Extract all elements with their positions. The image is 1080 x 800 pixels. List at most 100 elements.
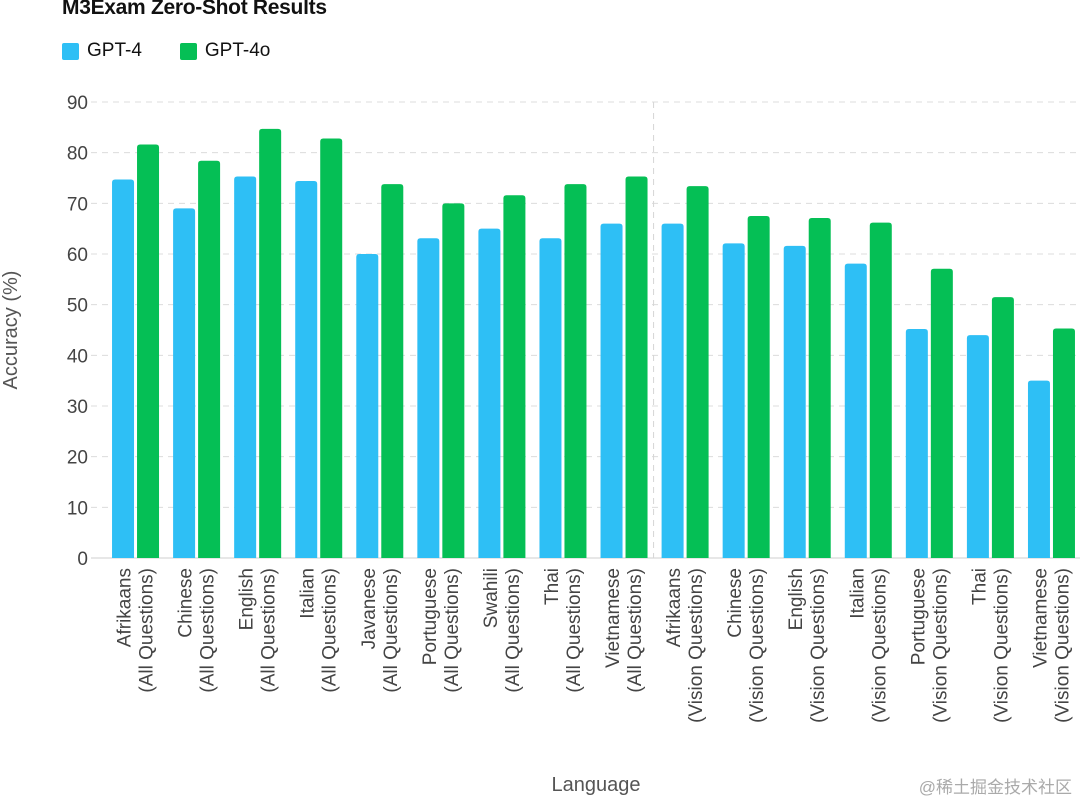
y-tick-label: 10 (67, 498, 88, 519)
x-tick-label: English(All Questions) (237, 568, 280, 693)
legend-swatch-gpt4 (62, 42, 79, 60)
x-tick-label: Thai(All Questions) (542, 568, 585, 693)
x-tick-label: Vietnamese(All Questions) (603, 568, 646, 693)
bar-gpt4 (966, 335, 989, 558)
x-tick-label-line1: English (786, 568, 807, 630)
bar-gpt4o (198, 160, 221, 559)
x-tick-label-line1: English (237, 568, 258, 630)
x-tick-label-line2: (Vision Questions) (930, 568, 951, 723)
bar-gpt4o (259, 128, 282, 558)
y-axis-title: Accuracy (%) (0, 271, 22, 390)
bar-gpt4 (478, 228, 501, 558)
legend-label-gpt4: GPT-4 (87, 40, 142, 61)
chart-title: M3Exam Zero-Shot Results (62, 0, 327, 19)
x-tick-label-line2: (All Questions) (198, 568, 219, 693)
x-tick-label-line2: (All Questions) (564, 568, 585, 693)
x-tick-label: Afrikaans(Vision Questions) (664, 568, 707, 723)
x-tick-label-line2: (Vision Questions) (808, 568, 829, 723)
x-tick-label-line1: Chinese (725, 568, 746, 638)
legend-item-gpt4: GPT-4 (62, 40, 142, 62)
x-tick-label-line1: Thai (542, 568, 563, 605)
x-tick-label: Italian(All Questions) (298, 568, 341, 693)
x-tick-label-line1: Thai (969, 568, 990, 605)
bar-gpt4o (686, 186, 709, 558)
x-tick-label-line1: Swahili (481, 568, 502, 628)
bar-gpt4o (808, 218, 831, 558)
x-tick-label-line1: Portuguese (908, 568, 929, 665)
x-tick-label-line2: (All Questions) (137, 568, 158, 693)
bar-gpt4o (137, 144, 160, 558)
x-tick-label-line1: Javanese (359, 568, 380, 649)
bar-gpt4 (295, 181, 318, 559)
y-tick-label: 0 (77, 549, 88, 570)
x-tick-label-line1: Italian (847, 568, 868, 619)
x-tick-label: Swahili(All Questions) (481, 568, 524, 693)
bar-gpt4 (661, 223, 684, 558)
bar-gpt4o (991, 297, 1014, 558)
bar-gpt4 (173, 208, 196, 558)
bar-gpt4 (905, 328, 928, 558)
y-tick-label: 50 (67, 296, 88, 317)
watermark: @稀土掘金技术社区 (918, 778, 1072, 797)
x-tick-label: Javanese(All Questions) (359, 568, 402, 693)
x-tick-label-line2: (Vision Questions) (686, 568, 707, 723)
bar-gpt4 (539, 238, 562, 558)
bar-gpt4 (112, 179, 135, 558)
legend: GPT-4 GPT-4o (62, 40, 270, 62)
x-tick-label-line2: (Vision Questions) (1052, 568, 1073, 723)
x-tick-label-line2: (All Questions) (381, 568, 402, 693)
x-tick-label-line1: Chinese (176, 568, 197, 638)
y-tick-label: 70 (67, 194, 88, 215)
bar-gpt4o (1052, 328, 1075, 558)
bar-gpt4o (930, 268, 953, 558)
bar-gpt4o (442, 203, 465, 559)
x-axis-title: Language (552, 774, 641, 796)
y-tick-label: 60 (67, 245, 88, 266)
x-tick-label-line1: Vietnamese (1030, 568, 1051, 668)
x-tick-label: Portuguese(Vision Questions) (908, 568, 951, 723)
x-tick-label-line1: Vietnamese (603, 568, 624, 668)
bar-gpt4o (320, 138, 343, 559)
x-tick-label: Portuguese(All Questions) (420, 568, 463, 693)
x-tick-label-line1: Afrikaans (664, 568, 685, 647)
bar-gpt4o (564, 184, 587, 558)
bar-gpt4 (356, 254, 379, 558)
bar-gpt4 (1027, 380, 1050, 558)
x-tick-label-line1: Italian (298, 568, 319, 619)
y-tick-label: 40 (67, 346, 88, 367)
legend-swatch-gpt4o (179, 42, 197, 60)
y-tick-label: 90 (67, 93, 88, 114)
bar-gpt4 (600, 223, 623, 558)
bar-gpt4 (783, 245, 806, 559)
x-tick-label: Vietnamese(Vision Questions) (1030, 568, 1073, 723)
x-tick-label-line2: (Vision Questions) (747, 568, 768, 723)
bar-gpt4 (234, 176, 257, 559)
y-tick-label: 20 (67, 448, 88, 469)
x-tick-label-line2: (All Questions) (259, 568, 280, 693)
x-tick-label-line2: (All Questions) (503, 568, 524, 693)
x-tick-label: English(Vision Questions) (786, 568, 829, 723)
bar-gpt4o (869, 222, 892, 558)
x-tick-label: Afrikaans(All Questions) (115, 568, 158, 693)
x-tick-label-line2: (Vision Questions) (869, 568, 890, 723)
x-tick-label-line1: Portuguese (420, 568, 441, 665)
bar-gpt4 (417, 238, 440, 558)
x-tick-label: Italian(Vision Questions) (847, 568, 890, 723)
x-tick-label-line2: (All Questions) (442, 568, 463, 693)
bar-gpt4o (503, 195, 526, 558)
bar-gpt4o (625, 176, 648, 559)
x-tick-label: Thai(Vision Questions) (969, 568, 1012, 723)
x-tick-label-line2: (All Questions) (625, 568, 646, 693)
x-tick-label: Chinese(Vision Questions) (725, 568, 768, 723)
bar-gpt4o (747, 216, 770, 558)
bar-gpt4o (381, 184, 404, 558)
bar-gpt4 (722, 243, 745, 559)
y-tick-label: 30 (67, 397, 88, 418)
x-tick-label-line2: (All Questions) (320, 568, 341, 693)
x-tick-label-line2: (Vision Questions) (991, 568, 1012, 723)
x-tick-label-line1: Afrikaans (115, 568, 136, 647)
bar-gpt4 (844, 263, 867, 558)
x-tick-label: Chinese(All Questions) (176, 568, 219, 693)
legend-label-gpt4o: GPT-4o (204, 40, 271, 61)
